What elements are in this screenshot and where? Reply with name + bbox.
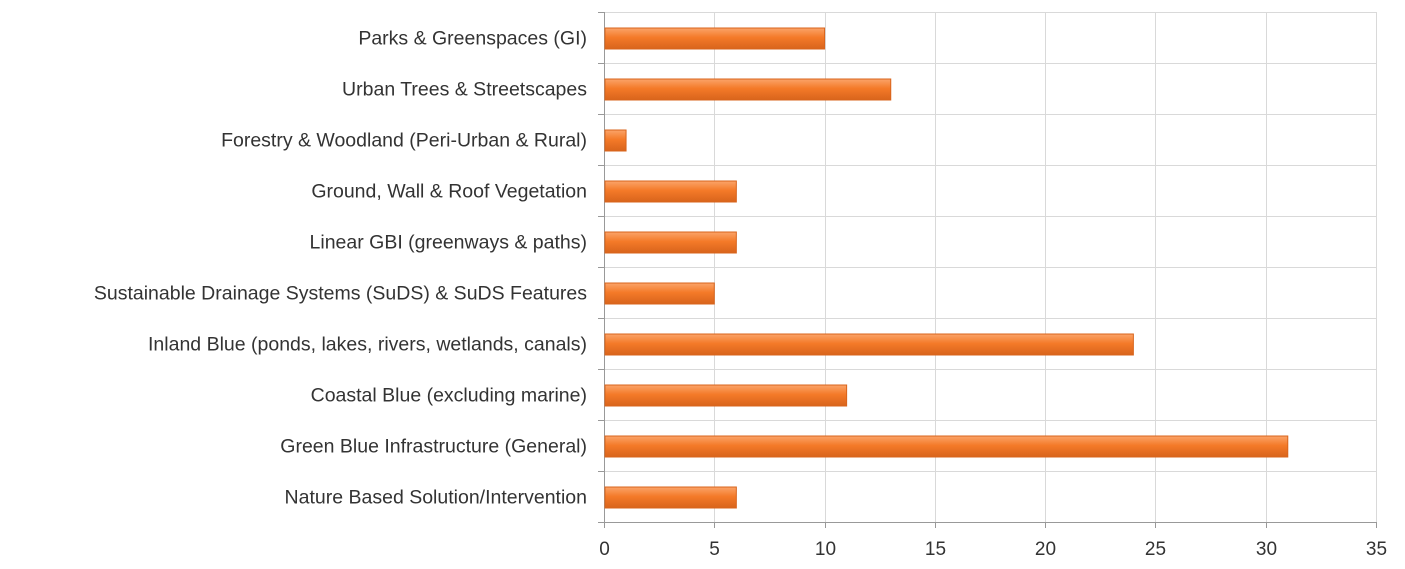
bar[interactable] bbox=[604, 78, 892, 101]
bar[interactable] bbox=[604, 282, 715, 305]
x-tick-label: 30 bbox=[1256, 539, 1277, 560]
x-tick-label: 35 bbox=[1366, 539, 1387, 560]
bar[interactable] bbox=[604, 180, 737, 203]
bar[interactable] bbox=[604, 129, 627, 152]
x-tick-label: 0 bbox=[599, 539, 610, 560]
category-label: Parks & Greenspaces (GI) bbox=[358, 28, 587, 50]
x-tick-label: 10 bbox=[815, 539, 836, 560]
category-label: Ground, Wall & Roof Vegetation bbox=[311, 181, 587, 203]
bar[interactable] bbox=[604, 486, 737, 509]
category-label: Forestry & Woodland (Peri-Urban & Rural) bbox=[221, 130, 587, 152]
x-tick-labels: 0 5 10 15 20 25 30 35 bbox=[599, 539, 1387, 560]
category-label: Urban Trees & Streetscapes bbox=[342, 79, 587, 101]
axes bbox=[598, 12, 1377, 528]
category-label: Inland Blue (ponds, lakes, rivers, wetla… bbox=[148, 334, 587, 356]
bar[interactable] bbox=[604, 27, 826, 50]
x-tick-label: 20 bbox=[1035, 539, 1056, 560]
bars bbox=[604, 27, 1289, 509]
category-label: Sustainable Drainage Systems (SuDS) & Su… bbox=[94, 283, 587, 305]
category-label: Green Blue Infrastructure (General) bbox=[280, 436, 587, 458]
x-tick-label: 15 bbox=[925, 539, 946, 560]
bar[interactable] bbox=[604, 435, 1289, 458]
x-tick-label: 5 bbox=[709, 539, 720, 560]
bar[interactable] bbox=[604, 231, 737, 254]
bar[interactable] bbox=[604, 333, 1134, 356]
category-label: Nature Based Solution/Intervention bbox=[285, 487, 587, 509]
category-label: Coastal Blue (excluding marine) bbox=[311, 385, 587, 407]
category-labels: Parks & Greenspaces (GI) Urban Trees & St… bbox=[94, 28, 587, 509]
category-label: Linear GBI (greenways & paths) bbox=[310, 232, 587, 254]
x-tick-label: 25 bbox=[1145, 539, 1166, 560]
bar[interactable] bbox=[604, 384, 848, 407]
